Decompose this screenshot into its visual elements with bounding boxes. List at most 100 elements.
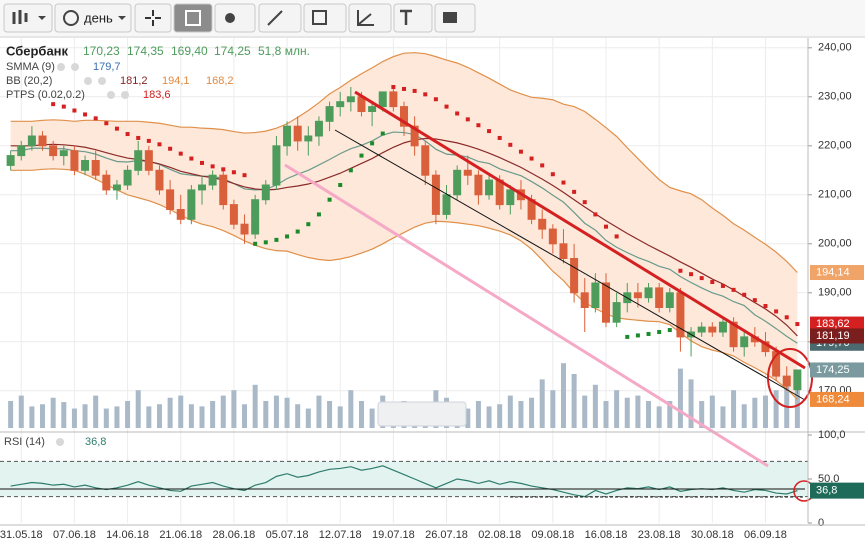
candle-type-button[interactable] (3, 3, 53, 33)
candle-body (198, 184, 206, 191)
ptps-dot (784, 315, 789, 320)
legend-icon (57, 63, 65, 71)
volume-bar (550, 390, 556, 428)
rsi-tick-label: 0 (818, 517, 824, 529)
candle-body (123, 169, 132, 186)
volume-bar (603, 401, 609, 428)
ptps-dot (593, 212, 598, 217)
volume-bar (635, 395, 641, 428)
indicator-line (10, 52, 798, 273)
crosshair-button[interactable] (134, 3, 172, 33)
candle-body (665, 292, 674, 308)
fib-tool-button[interactable] (348, 3, 392, 33)
toolbar-buttons[interactable]: день (3, 3, 476, 33)
volume-bar (369, 408, 375, 428)
volume-bar (614, 390, 620, 428)
volume-bar (316, 395, 322, 428)
candle-body (591, 282, 600, 308)
volume-bar (199, 406, 205, 428)
ptps-dot (210, 164, 215, 169)
ptps-dot (540, 163, 545, 168)
indicators-icon (225, 13, 235, 23)
candle-body (410, 125, 419, 147)
ptps-dot (359, 153, 364, 158)
volume-bar (337, 406, 343, 428)
candle-body (27, 135, 36, 147)
ptps-dot (51, 102, 56, 107)
volume-bar (263, 401, 269, 428)
plot-area: 31.05.18 07.06.18 14.06.18 21.06.18 28.06.18… (0, 38, 812, 541)
volume-bar (560, 363, 566, 428)
volume-bar (295, 404, 301, 428)
volume-bar (348, 390, 354, 428)
candle-body (559, 243, 568, 260)
ptps-dot (497, 135, 502, 140)
volume-bar (327, 401, 333, 428)
candle-body (463, 169, 472, 176)
volume-bar (82, 404, 88, 428)
ptps-dot (742, 292, 747, 297)
price-tag-label: 174,25 (816, 364, 850, 376)
volume-bar (539, 379, 545, 428)
chart-button[interactable] (173, 3, 213, 33)
candle-body (240, 223, 249, 235)
ptps-dot (93, 116, 98, 121)
candle-body (400, 106, 408, 127)
candle-body (453, 169, 462, 196)
candle-body (59, 150, 68, 157)
candle-body (166, 189, 175, 210)
candle-body (633, 292, 642, 299)
candle-icon (12, 10, 28, 24)
indicator-value: 168,2 (206, 75, 234, 87)
candle-body (729, 321, 738, 348)
ptps-dot (604, 224, 608, 229)
volume-bar (358, 401, 364, 428)
scroll-widget[interactable] (377, 401, 467, 427)
volume-bar (794, 371, 800, 428)
ptps-dot (136, 135, 141, 140)
ptps-dot (391, 85, 396, 89)
text-tool-button[interactable] (393, 3, 433, 33)
price-tag (810, 265, 864, 281)
ptps-dot (667, 328, 672, 333)
indicator-name: PTPS (0.02,0.2) (6, 89, 85, 101)
black-trendline (334, 129, 806, 401)
quote-value: 174,25 (214, 44, 251, 58)
volume-bar (752, 397, 758, 428)
volume-bar (252, 384, 258, 428)
ptps-dot (508, 142, 513, 147)
candle-body (708, 326, 717, 333)
candle-body (548, 228, 557, 245)
candle-body (506, 189, 515, 206)
price-tag (810, 328, 864, 344)
price-tag-label: 194,14 (816, 266, 850, 278)
candle-body (102, 174, 111, 191)
x-tick-label: 19.07.18 (372, 529, 415, 541)
drawings (0, 90, 815, 502)
ptps-dot (795, 322, 800, 327)
ptps-dot (572, 189, 577, 194)
volume-bar (465, 408, 471, 428)
rsi-line (10, 465, 798, 498)
volume-bar (773, 390, 779, 428)
ptps-dot (731, 287, 736, 292)
ptps-dot (306, 222, 311, 227)
ptps-dot (380, 131, 385, 136)
rsi-tag (810, 482, 864, 499)
ptps-dot (635, 333, 640, 338)
indicator-value: 179,7 (93, 61, 121, 73)
indicator-name: SMMA (9) (6, 61, 55, 73)
candle-body (602, 282, 610, 323)
line-tool-button[interactable] (258, 3, 302, 33)
ptps-dot (710, 280, 715, 285)
volume-bar (709, 395, 715, 428)
quote-value: 174,35 (127, 44, 164, 58)
ptps-dot (678, 268, 683, 273)
volume-bar (188, 404, 194, 428)
ptps-dot (263, 240, 268, 245)
volume-bar (93, 395, 99, 428)
price-tag-label: 183,62 (816, 318, 850, 330)
candle-body (655, 287, 664, 308)
candle-body (474, 174, 483, 196)
ptps-dot (518, 149, 523, 154)
